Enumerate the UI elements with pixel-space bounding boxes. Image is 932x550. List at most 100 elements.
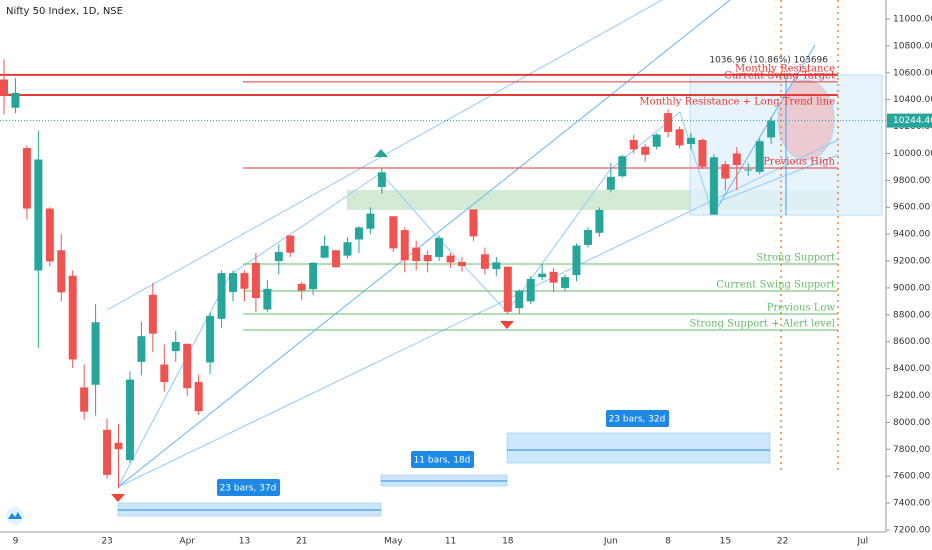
candle-body bbox=[721, 164, 730, 179]
candle-body bbox=[389, 216, 398, 249]
x-tick-label: Jun bbox=[603, 537, 618, 547]
candle-body bbox=[400, 230, 409, 261]
x-tick-label: 18 bbox=[502, 537, 514, 547]
candle-body bbox=[309, 262, 318, 290]
chart-title: Nifty 50 Index, 1D, NSE bbox=[6, 6, 123, 17]
y-tick-label: 10000.00 bbox=[893, 149, 932, 159]
candle-body bbox=[412, 247, 421, 262]
candle-body bbox=[767, 120, 776, 138]
candle-body bbox=[263, 288, 272, 310]
candle-body bbox=[423, 254, 432, 262]
y-tick-label: 8400.00 bbox=[893, 364, 930, 374]
y-tick-label: 8000.00 bbox=[893, 418, 930, 428]
candle-body bbox=[435, 237, 444, 257]
x-tick-label: 8 bbox=[665, 537, 671, 547]
level-label: Current Swing Support bbox=[716, 280, 835, 291]
range-label: 23 bars, 37d bbox=[220, 484, 277, 494]
candle-body bbox=[503, 266, 512, 312]
y-tick-label: 9800.00 bbox=[893, 176, 930, 186]
candle-body bbox=[240, 273, 249, 289]
candle-body bbox=[22, 148, 31, 209]
y-tick-label: 7400.00 bbox=[893, 499, 930, 509]
x-tick-label: 11 bbox=[445, 537, 456, 547]
candle-body bbox=[709, 157, 718, 215]
trend-line bbox=[117, 139, 839, 488]
candle-body bbox=[366, 213, 375, 229]
candle-body bbox=[91, 322, 100, 385]
x-tick-label: Jul bbox=[856, 537, 868, 547]
candle-body bbox=[183, 343, 192, 389]
candle-body bbox=[377, 172, 386, 188]
candle-body bbox=[732, 153, 741, 166]
y-tick-label: 8800.00 bbox=[893, 310, 930, 320]
candle-body bbox=[469, 209, 478, 237]
candle-body bbox=[137, 336, 146, 362]
candle-body bbox=[675, 129, 684, 146]
level-label: Monthly Resistance bbox=[735, 63, 835, 74]
candle-body bbox=[595, 209, 604, 233]
candle-body bbox=[125, 379, 134, 461]
candle-body bbox=[687, 137, 695, 145]
level-label: Strong Support bbox=[756, 252, 835, 263]
range-box bbox=[506, 432, 771, 464]
candle-body bbox=[34, 159, 43, 271]
level-label: Previous Low bbox=[767, 303, 836, 314]
candle-body bbox=[80, 387, 89, 412]
candle-body bbox=[480, 254, 489, 269]
candle-body bbox=[160, 364, 169, 383]
candle-body bbox=[526, 278, 535, 302]
y-tick-label: 9400.00 bbox=[893, 230, 930, 240]
candle-body bbox=[755, 141, 764, 172]
trend-line bbox=[709, 154, 839, 206]
candle-body bbox=[217, 273, 226, 319]
candle-body bbox=[57, 250, 66, 293]
y-tick-label: 9000.00 bbox=[893, 283, 930, 293]
range-badge bbox=[606, 410, 669, 427]
candle-body bbox=[606, 176, 615, 190]
candle-body bbox=[194, 382, 203, 412]
candle-body bbox=[446, 255, 455, 263]
high-marker bbox=[374, 149, 388, 157]
candle-body bbox=[148, 294, 157, 334]
candle-body bbox=[515, 290, 524, 309]
x-tick-label: 22 bbox=[777, 537, 788, 547]
candle-body bbox=[583, 229, 592, 245]
candle-body bbox=[11, 92, 20, 108]
logo bbox=[6, 507, 24, 525]
y-tick-label: 7800.00 bbox=[893, 445, 930, 455]
price-tag-label: 10244.40 bbox=[893, 116, 932, 126]
candle-body bbox=[458, 261, 466, 266]
candle-body bbox=[274, 252, 283, 262]
y-axis-area bbox=[886, 0, 932, 550]
candle-body bbox=[286, 235, 295, 253]
candle-body bbox=[171, 341, 180, 352]
range-badge bbox=[217, 479, 280, 496]
candle-body bbox=[698, 139, 707, 167]
low-marker bbox=[111, 494, 125, 502]
measure-label: 1036.96 (10.86%) 103696 bbox=[709, 56, 828, 66]
logo-mark bbox=[8, 512, 22, 519]
candle-body bbox=[103, 429, 112, 475]
projection-ellipse bbox=[777, 79, 835, 161]
y-tick-label: 11000.00 bbox=[893, 14, 932, 24]
level-label: Strong Support + Alert level bbox=[689, 319, 835, 330]
candle-body bbox=[572, 245, 581, 276]
price-tag bbox=[887, 113, 932, 128]
level-label: Monthly Resistance + Long Trend line bbox=[639, 96, 835, 107]
level-label: Current Swing Target bbox=[724, 70, 835, 81]
y-tick-label: 7600.00 bbox=[893, 472, 930, 482]
x-tick-label: 23 bbox=[101, 537, 112, 547]
candle-body bbox=[45, 208, 54, 262]
low-marker bbox=[500, 321, 514, 329]
x-tick-label: 9 bbox=[13, 537, 19, 547]
candle-body bbox=[492, 262, 501, 270]
candle-body bbox=[538, 273, 547, 278]
candle-body bbox=[320, 245, 329, 258]
y-tick-label: 9200.00 bbox=[893, 257, 930, 267]
y-tick-label: 10800.00 bbox=[893, 41, 932, 51]
candle-body bbox=[229, 273, 237, 292]
x-tick-label: 15 bbox=[720, 537, 731, 547]
candle-body bbox=[618, 156, 627, 177]
x-tick-label: 21 bbox=[296, 537, 307, 547]
